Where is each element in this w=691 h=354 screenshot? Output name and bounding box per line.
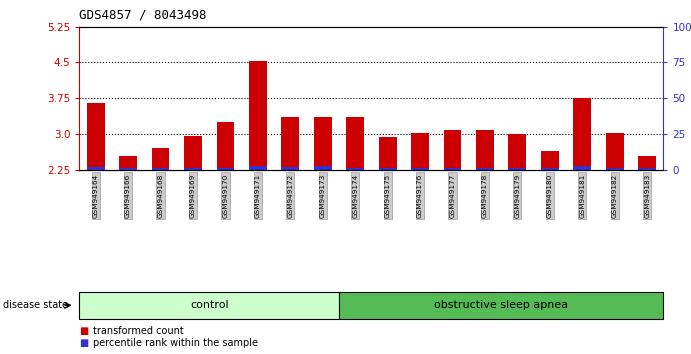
Text: GSM949180: GSM949180 <box>547 173 553 218</box>
Bar <box>151 148 169 170</box>
Text: disease state: disease state <box>3 300 68 310</box>
Bar <box>476 130 494 170</box>
Bar <box>87 167 104 170</box>
Bar <box>346 118 364 170</box>
Bar <box>216 122 234 170</box>
Bar <box>314 118 332 170</box>
Bar <box>184 136 202 170</box>
Text: GSM949183: GSM949183 <box>644 173 650 218</box>
Text: GSM949169: GSM949169 <box>190 173 196 218</box>
Bar <box>314 166 332 170</box>
Text: transformed count: transformed count <box>93 326 184 336</box>
Bar <box>216 167 234 170</box>
Bar <box>541 167 559 170</box>
Text: GSM949176: GSM949176 <box>417 173 423 218</box>
Text: percentile rank within the sample: percentile rank within the sample <box>93 338 258 348</box>
Text: GSM949175: GSM949175 <box>385 173 390 218</box>
Bar <box>638 156 656 170</box>
Bar <box>120 156 137 170</box>
Text: GSM949170: GSM949170 <box>223 173 229 218</box>
Bar <box>411 133 429 170</box>
Text: obstructive sleep apnea: obstructive sleep apnea <box>434 300 568 310</box>
Text: GSM949168: GSM949168 <box>158 173 164 218</box>
Text: GSM949182: GSM949182 <box>612 173 618 218</box>
Text: GSM949164: GSM949164 <box>93 173 99 218</box>
Text: ■: ■ <box>79 338 88 348</box>
Bar <box>346 167 364 170</box>
Bar <box>444 130 462 170</box>
Bar <box>638 167 656 170</box>
Bar <box>476 167 494 170</box>
Bar <box>444 167 462 170</box>
Bar <box>509 167 527 170</box>
Text: GSM949166: GSM949166 <box>125 173 131 218</box>
Text: GDS4857 / 8043498: GDS4857 / 8043498 <box>79 9 207 22</box>
Bar <box>541 151 559 170</box>
Bar <box>509 134 527 170</box>
Bar <box>151 167 169 170</box>
Text: GSM949171: GSM949171 <box>255 173 261 218</box>
Text: ■: ■ <box>79 326 88 336</box>
Bar <box>249 62 267 170</box>
Bar <box>574 166 591 170</box>
Bar <box>120 167 137 170</box>
Text: GSM949181: GSM949181 <box>579 173 585 218</box>
Text: GSM949178: GSM949178 <box>482 173 488 218</box>
Bar <box>411 167 429 170</box>
Bar <box>184 167 202 170</box>
Text: control: control <box>190 300 229 310</box>
Text: GSM949174: GSM949174 <box>352 173 358 218</box>
Bar <box>249 166 267 170</box>
Bar <box>606 133 623 170</box>
Bar <box>281 118 299 170</box>
Text: GSM949173: GSM949173 <box>320 173 325 218</box>
Bar <box>574 98 591 170</box>
Text: GSM949177: GSM949177 <box>450 173 455 218</box>
Text: GSM949172: GSM949172 <box>287 173 293 218</box>
Text: GSM949179: GSM949179 <box>514 173 520 218</box>
Bar <box>606 167 623 170</box>
Bar <box>379 137 397 170</box>
Bar <box>87 103 104 170</box>
Bar <box>281 167 299 170</box>
Bar <box>379 167 397 170</box>
